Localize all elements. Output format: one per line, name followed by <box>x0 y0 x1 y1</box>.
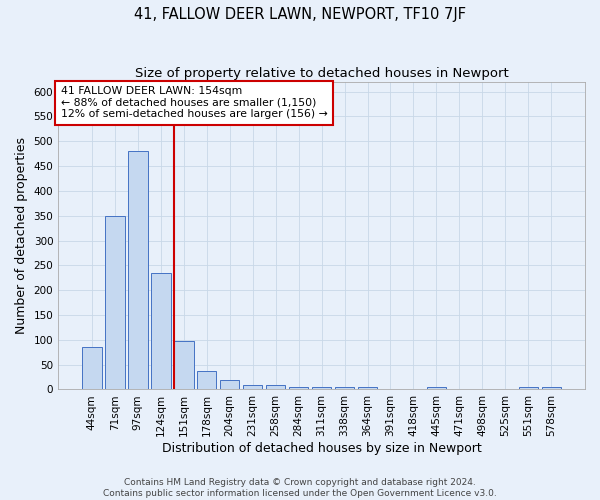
Bar <box>266 386 286 390</box>
Text: Contains HM Land Registry data © Crown copyright and database right 2024.
Contai: Contains HM Land Registry data © Crown c… <box>103 478 497 498</box>
Bar <box>243 386 262 390</box>
Text: 41 FALLOW DEER LAWN: 154sqm
← 88% of detached houses are smaller (1,150)
12% of : 41 FALLOW DEER LAWN: 154sqm ← 88% of det… <box>61 86 328 120</box>
Y-axis label: Number of detached properties: Number of detached properties <box>15 137 28 334</box>
Bar <box>518 387 538 390</box>
Title: Size of property relative to detached houses in Newport: Size of property relative to detached ho… <box>135 68 508 80</box>
Bar <box>542 387 561 390</box>
Text: 41, FALLOW DEER LAWN, NEWPORT, TF10 7JF: 41, FALLOW DEER LAWN, NEWPORT, TF10 7JF <box>134 8 466 22</box>
Bar <box>174 341 194 390</box>
Bar <box>128 151 148 390</box>
Bar <box>335 387 355 390</box>
X-axis label: Distribution of detached houses by size in Newport: Distribution of detached houses by size … <box>162 442 481 455</box>
Bar <box>358 387 377 390</box>
Bar <box>289 387 308 390</box>
Bar <box>105 216 125 390</box>
Bar <box>312 387 331 390</box>
Bar <box>220 380 239 390</box>
Bar <box>197 370 217 390</box>
Bar <box>151 273 170 390</box>
Bar <box>82 348 101 390</box>
Bar <box>427 387 446 390</box>
